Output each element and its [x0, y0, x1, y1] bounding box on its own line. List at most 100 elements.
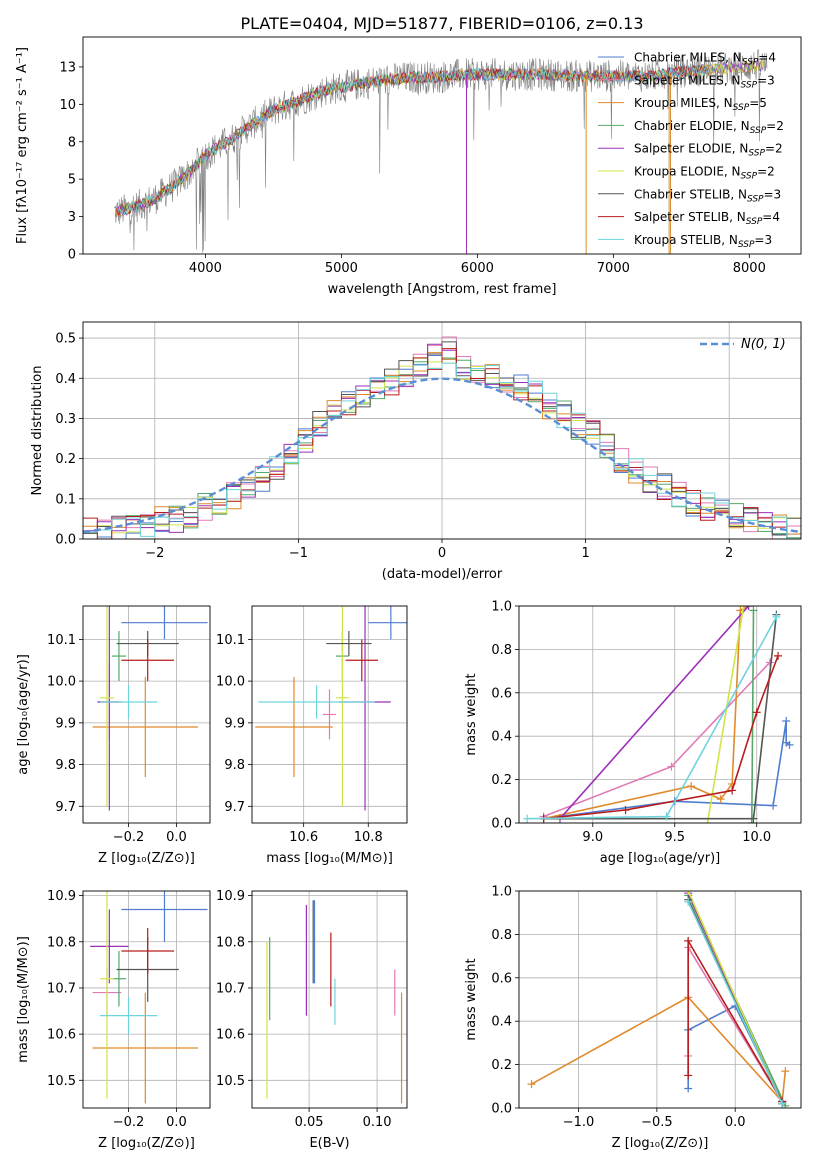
- y-axis-label: mass weight: [464, 958, 479, 1040]
- weight-marker: [523, 814, 532, 823]
- weight-marker: [752, 708, 761, 717]
- weight-line-2: [543, 606, 749, 820]
- plot-area: [83, 336, 801, 539]
- x-axis-label: (data-model)/error: [382, 567, 503, 582]
- weight-marker: [703, 819, 712, 823]
- plot-area: [527, 891, 790, 1108]
- panel-age-vs-mass: 10.6 10.8 9.7 9.8 9.9 10.0 10.1 mass [log₁₀(M/M…: [216, 605, 408, 866]
- panel-mass-vs-z: −0.2 0.0 10.5 10.6 10.7 10.8 10.9 Z [log₁₀(Z/Z⊙…: [16, 889, 211, 1151]
- panel-spectrum: 4000 5000 6000 7000 8000 0 3 5 8 10 13 wavelength […: [15, 36, 802, 297]
- x-tick-label: −1.0: [563, 1115, 595, 1130]
- x-tick-label: 0.10: [363, 1115, 392, 1130]
- y-axis-label: Normed distribution: [30, 366, 45, 496]
- x-tick-label: −0.2: [113, 1115, 145, 1130]
- y-tick-label: 0.3: [55, 412, 76, 427]
- plot-area: [90, 891, 208, 1104]
- legend-label: Chabrier MILES, NSSP=4: [634, 51, 776, 68]
- y-tick-label: 9.7: [55, 800, 76, 815]
- y-tick-label: 0.2: [491, 773, 512, 788]
- y-tick-label: 0.8: [491, 928, 512, 943]
- x-tick-label: 8000: [733, 261, 766, 276]
- y-tick-label: 0.6: [491, 971, 512, 986]
- legend-label: Chabrier STELIB, NSSP=3: [634, 187, 781, 204]
- x-tick-label: 0.05: [295, 1115, 324, 1130]
- axes-frame: [82, 890, 211, 1109]
- weight-marker: [749, 814, 758, 823]
- legend-label: Salpeter MILES, NSSP=3: [634, 73, 775, 90]
- panel-age-vs-z: −0.2 0.0 9.7 9.8 9.9 10.0 10.1 Z [log₁₀(Z/Z⊙)] a…: [16, 605, 211, 866]
- legend-label: Salpeter ELODIE, NSSP=2: [634, 142, 783, 159]
- weight-marker: [749, 606, 758, 615]
- y-tick-label: 5: [68, 173, 76, 188]
- y-tick-label: 9.8: [224, 758, 245, 773]
- weight-marker: [785, 740, 794, 749]
- x-tick-label: −0.5: [641, 1115, 673, 1130]
- x-tick-label: 10.0: [742, 830, 771, 845]
- x-tick-label: 0.0: [166, 830, 187, 845]
- weight-marker: [687, 782, 696, 791]
- weight-marker: [662, 812, 671, 821]
- y-tick-label: 9.9: [55, 716, 76, 731]
- x-tick-label: 9.5: [664, 830, 685, 845]
- legend-label: Chabrier ELODIE, NSSP=2: [634, 119, 784, 136]
- axes-frame: [518, 890, 802, 1109]
- y-tick-label: 9.9: [224, 716, 245, 731]
- x-tick-label: 0.0: [166, 1115, 187, 1130]
- panel-mass-vs-ebv: 0.05 0.10 10.5 10.6 10.7 10.8 10.9 E(B-V): [216, 889, 408, 1151]
- panel-residuals: −2 −1 0 1 2 0.0 0.1 0.2 0.3 0.4 0.5 (data-model)/er…: [30, 321, 802, 582]
- legend-label: Salpeter STELIB, NSSP=4: [634, 210, 780, 227]
- x-tick-label: 10.6: [289, 830, 318, 845]
- weight-marker: [774, 651, 783, 660]
- y-tick-label: 10.7: [47, 981, 76, 996]
- weight-line-3: [751, 610, 755, 823]
- weight-marker: [765, 658, 774, 667]
- y-tick-label: 10.0: [47, 675, 76, 690]
- y-tick-label: 0.0: [55, 533, 76, 548]
- x-tick-label: 10.8: [354, 830, 383, 845]
- x-axis-label: E(B-V): [309, 1136, 349, 1151]
- weight-marker: [667, 762, 676, 771]
- y-tick-label: 10.6: [47, 1028, 76, 1043]
- y-tick-label: 10.7: [216, 981, 245, 996]
- plot-area: [266, 900, 403, 1104]
- y-tick-label: 9.7: [224, 800, 245, 815]
- y-axis-label: age [log₁₀(age/yr)]: [16, 654, 31, 775]
- y-tick-label: 0.0: [491, 817, 512, 832]
- weight-marker: [716, 795, 725, 804]
- y-tick-label: 0.4: [491, 730, 512, 745]
- weight-marker: [684, 936, 693, 945]
- weight-marker: [621, 805, 630, 814]
- y-tick-label: 10: [59, 98, 76, 113]
- x-tick-label: 4000: [189, 261, 222, 276]
- weight-line-8: [687, 901, 783, 1105]
- plot-area: [255, 606, 407, 811]
- x-tick-label: 0: [438, 546, 446, 561]
- y-tick-label: 1.0: [491, 600, 512, 615]
- x-tick-label: 2: [725, 546, 733, 561]
- x-axis-label: wavelength [Angstrom, rest frame]: [328, 282, 557, 297]
- x-tick-label: 5000: [325, 261, 358, 276]
- weight-marker: [684, 891, 693, 895]
- weight-marker: [527, 1080, 536, 1089]
- x-axis-label: Z [log₁₀(Z/Z⊙)]: [98, 851, 195, 866]
- weight-marker: [769, 801, 778, 810]
- axes-frame: [82, 321, 802, 540]
- y-axis-label: mass [log₁₀(M/M⊙)]: [16, 936, 31, 1063]
- weight-line-2: [531, 996, 787, 1104]
- model-spectrum-6: [123, 64, 709, 215]
- y-tick-label: 0.5: [55, 332, 76, 347]
- y-tick-label: 10.8: [47, 935, 76, 950]
- x-tick-label: 9.0: [582, 830, 603, 845]
- x-tick-label: −1: [289, 546, 308, 561]
- weight-marker: [684, 1071, 693, 1080]
- y-tick-label: 0: [68, 248, 76, 263]
- y-tick-label: 0.4: [55, 372, 76, 387]
- y-tick-label: 10.9: [47, 889, 76, 904]
- axes-frame: [251, 605, 408, 824]
- axes-frame: [82, 605, 211, 824]
- weight-marker: [778, 1099, 787, 1108]
- x-tick-label: 7000: [597, 261, 630, 276]
- weight-marker: [684, 1084, 693, 1093]
- y-tick-label: 10.1: [47, 633, 76, 648]
